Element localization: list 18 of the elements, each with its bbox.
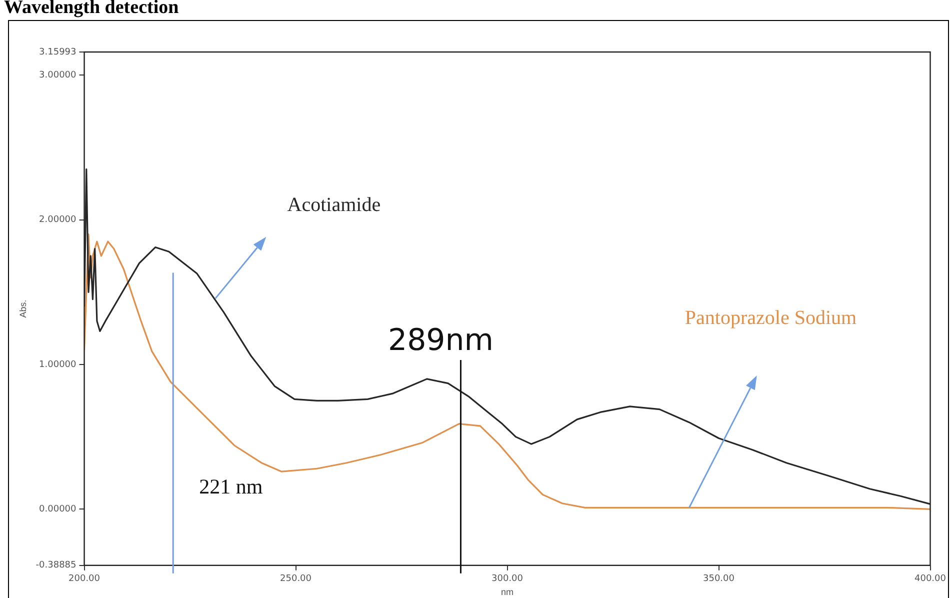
x-tick-label: 250.00 xyxy=(280,574,312,584)
text: Acotiamide xyxy=(287,194,381,216)
ref-line-label: 289nm xyxy=(388,322,494,358)
y-axis-title: Abs. xyxy=(18,300,28,318)
y-tick-label: 1.00000 xyxy=(39,360,77,370)
y-tick-label: 2.00000 xyxy=(39,215,77,226)
chart-title: Wavelength detection xyxy=(4,0,179,18)
x-tick-label: 200.00 xyxy=(68,574,100,584)
y-tick-label: 3.15993 xyxy=(39,47,76,58)
y-tick-label: 0.00000 xyxy=(39,504,77,514)
x-axis-title: nm xyxy=(501,587,514,598)
x-tick-label: 300.00 xyxy=(492,574,524,584)
text: Pantoprazole Sodium xyxy=(684,307,857,330)
x-tick-label: 400.00 xyxy=(914,574,946,584)
y-tick-label: 3.00000 xyxy=(39,70,77,80)
y-tick-label: -0.38885 xyxy=(36,560,76,571)
ref-line-label: 221 nm xyxy=(199,474,263,499)
x-tick-label: 350.00 xyxy=(703,574,735,584)
